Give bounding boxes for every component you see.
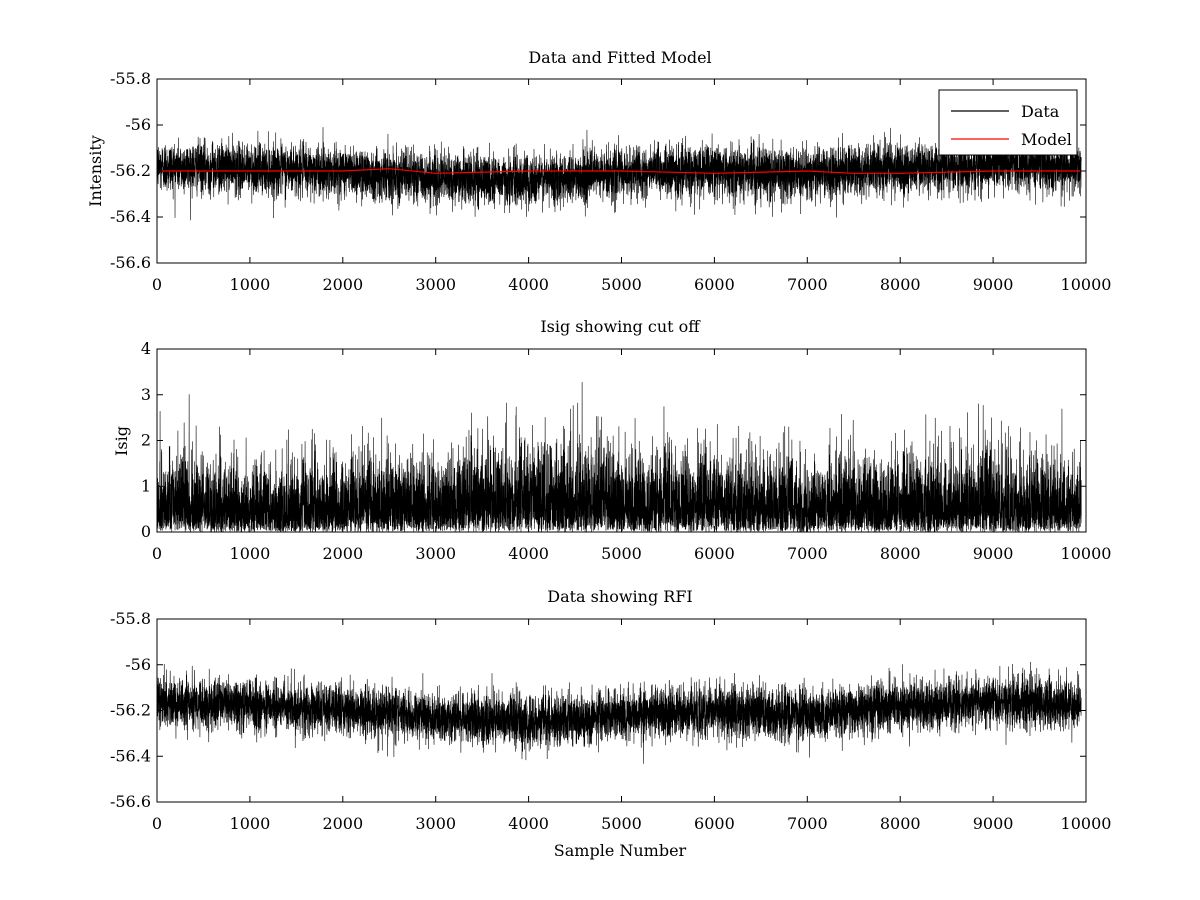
x-tick-label: 0 (152, 814, 162, 833)
panel-title: Isig showing cut off (540, 317, 701, 336)
y-tick-label: 0 (141, 522, 151, 541)
series-line-signal (157, 661, 1082, 764)
x-tick-label: 7000 (787, 275, 828, 294)
x-tick-label: 10000 (1061, 814, 1112, 833)
x-tick-label: 2000 (322, 814, 363, 833)
x-tick-label: 1000 (230, 544, 271, 563)
panel-data-fitted-model: Data and Fitted Model Intensity 0 1000 200… (86, 48, 1111, 294)
x-tick-label: 2000 (322, 544, 363, 563)
plot-area: 0 1000 2000 3000 4000 5000 6000 7000 8000 9000 100… (141, 339, 1112, 563)
x-tick-label: 1000 (230, 275, 271, 294)
series-line-signal (157, 382, 1082, 532)
x-tick-label: 5000 (601, 544, 642, 563)
x-tick-label: 6000 (694, 814, 735, 833)
y-tick-label: -56.6 (110, 792, 151, 811)
x-tick-label: 6000 (694, 544, 735, 563)
plot-area: 0 1000 2000 3000 4000 5000 6000 7000 8000 9000 100… (110, 69, 1111, 294)
x-tick-label: 6000 (694, 275, 735, 294)
panel-title: Data showing RFI (547, 587, 692, 606)
y-tick-label: -55.8 (110, 609, 151, 628)
panel-isig-cut-off: Isig showing cut off Isig 0 1000 2000 3000 4… (112, 317, 1111, 563)
x-tick-label: 3000 (415, 275, 456, 294)
y-tick-label: -56 (125, 655, 151, 674)
y-tick-label: -56.6 (110, 253, 151, 272)
y-tick-label: 2 (141, 431, 151, 450)
legend: Data Model (938, 89, 1078, 156)
series-line-data (157, 122, 1082, 221)
legend-label-data: Data (1021, 102, 1060, 121)
x-tick-label: 4000 (508, 275, 549, 294)
y-tick-label: -56.2 (110, 161, 151, 180)
x-tick-label: 8000 (880, 814, 921, 833)
y-tick-label: -56 (125, 115, 151, 134)
x-tick-label: 9000 (973, 814, 1014, 833)
x-tick-label: 5000 (601, 814, 642, 833)
x-tick-label: 1000 (230, 814, 271, 833)
x-tick-label: 4000 (508, 814, 549, 833)
y-axis-label: Intensity (86, 135, 105, 207)
x-tick-label: 7000 (787, 814, 828, 833)
y-tick-label: -56.4 (110, 746, 151, 765)
x-tick-label: 5000 (601, 275, 642, 294)
panel-title: Data and Fitted Model (528, 48, 711, 67)
y-tick-label: -56.4 (110, 207, 151, 226)
x-tick-label: 4000 (508, 544, 549, 563)
x-axis-label: Sample Number (554, 841, 687, 860)
x-tick-label: 10000 (1061, 544, 1112, 563)
y-tick-label: 3 (141, 385, 151, 404)
x-tick-label: 7000 (787, 544, 828, 563)
x-tick-label: 3000 (415, 814, 456, 833)
x-tick-label: 0 (152, 544, 162, 563)
x-tick-label: 0 (152, 275, 162, 294)
plot-area: 0 1000 2000 3000 4000 5000 6000 7000 8000 9000 100… (110, 609, 1111, 833)
y-tick-label: 4 (141, 339, 151, 358)
panel-data-rfi: Data showing RFI Sample Number 0 1000 2000… (110, 587, 1111, 860)
y-tick-label: -56.2 (110, 701, 151, 720)
legend-box (938, 89, 1078, 156)
x-tick-label: 8000 (880, 544, 921, 563)
x-tick-label: 3000 (415, 544, 456, 563)
y-tick-label: -55.8 (110, 69, 151, 88)
y-tick-label: 1 (141, 476, 151, 495)
series-line-model (157, 168, 1082, 174)
y-axis-label: Isig (112, 426, 131, 456)
legend-label-model: Model (1021, 130, 1072, 149)
x-tick-label: 9000 (973, 544, 1014, 563)
x-tick-label: 9000 (973, 275, 1014, 294)
x-tick-label: 8000 (880, 275, 921, 294)
x-tick-label: 10000 (1061, 275, 1112, 294)
x-tick-label: 2000 (322, 275, 363, 294)
